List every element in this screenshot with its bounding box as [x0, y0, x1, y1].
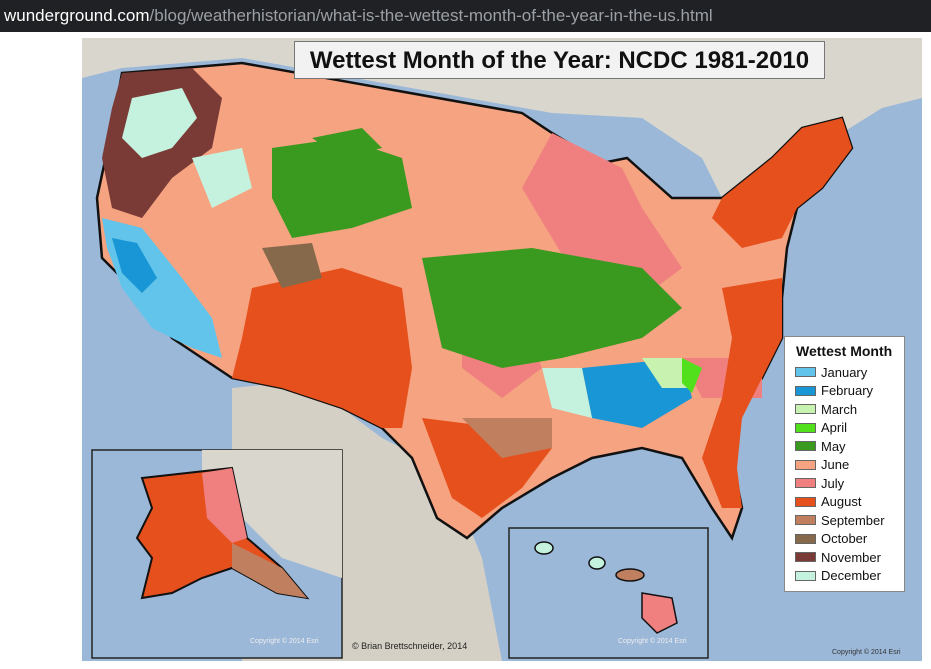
legend-item-september: September [795, 511, 904, 530]
region-july-midwest [522, 133, 682, 298]
region-october-utah [262, 243, 322, 288]
legend-label: August [821, 494, 862, 510]
hawaii-molokai-maui [615, 568, 645, 582]
legend-item-august: August [795, 493, 904, 512]
esri-credit-hawaii: Copyright © 2014 Esri [618, 638, 687, 645]
hawaii-oahu [588, 556, 606, 570]
region-august-southeast [702, 278, 782, 508]
browser-url-bar[interactable]: wunderground.com/blog/weatherhistorian/w… [0, 0, 931, 32]
legend-label: October [821, 531, 868, 547]
legend-item-october: October [795, 530, 904, 549]
legend-title: Wettest Month [796, 343, 893, 359]
map-graphic [82, 38, 922, 661]
legend-swatch [795, 496, 816, 507]
legend-items: January February March April May June July Augu… [795, 363, 904, 585]
wettest-month-map: Wettest Month of the Year: NCDC 1981-201… [82, 38, 922, 661]
region-march-carolinas [642, 358, 692, 388]
region-september-gulf [462, 418, 552, 458]
legend-swatch [795, 385, 816, 396]
esri-credit-alaska: Copyright © 2014 Esri [250, 638, 319, 645]
map-title: Wettest Month of the Year: NCDC 1981-201… [294, 41, 825, 79]
legend-swatch [795, 478, 816, 489]
legend-label: May [821, 438, 846, 454]
region-april-carolinas [682, 358, 702, 393]
region-may-central [422, 248, 682, 368]
region-december-arkansas [542, 368, 592, 418]
legend-item-december: December [795, 567, 904, 586]
legend-label: February [821, 383, 874, 399]
legend-item-july: July [795, 474, 904, 493]
legend-item-march: March [795, 400, 904, 419]
legend-label: July [821, 475, 845, 491]
url-path: /blog/weatherhistorian/what-is-the-wette… [149, 6, 713, 25]
legend-swatch [795, 459, 816, 470]
legend-label: November [821, 549, 881, 565]
legend-label: April [821, 420, 848, 436]
alaska-canada-land [202, 450, 342, 578]
legend-item-june: June [795, 456, 904, 475]
legend-label: March [821, 401, 858, 417]
map-legend: Wettest Month January February March April M… [784, 336, 905, 592]
lake-superior [552, 113, 642, 158]
alaska-september-region [232, 543, 307, 598]
url-domain: wunderground.com [4, 6, 150, 25]
legend-swatch [795, 422, 816, 433]
region-december-interior [192, 148, 252, 208]
legend-swatch [795, 404, 816, 415]
author-credit: © Brian Brettschneider, 2014 [352, 641, 468, 651]
region-august-southwest [232, 268, 412, 428]
hawaii-kauai [534, 541, 554, 555]
legend-label: June [821, 457, 850, 473]
legend-swatch [795, 515, 816, 526]
region-december-northwest [122, 88, 197, 158]
legend-swatch [795, 533, 816, 544]
legend-label: December [821, 568, 881, 584]
alaska-july-region [202, 468, 247, 543]
legend-item-january: January [795, 363, 904, 382]
legend-item-may: May [795, 437, 904, 456]
legend-swatch [795, 441, 816, 452]
region-may-north [272, 138, 412, 238]
legend-swatch [795, 570, 816, 581]
legend-swatch [795, 552, 816, 563]
region-august-northeast [712, 118, 852, 248]
legend-item-november: November [795, 548, 904, 567]
esri-credit-main: Copyright © 2014 Esri [832, 649, 901, 656]
hawaii-big-island [641, 592, 678, 634]
region-may-montana [312, 128, 382, 158]
legend-item-february: February [795, 382, 904, 401]
legend-label: January [821, 364, 868, 380]
legend-item-april: April [795, 419, 904, 438]
legend-swatch [795, 367, 816, 378]
region-february-california [112, 238, 157, 293]
legend-label: September [821, 512, 885, 528]
